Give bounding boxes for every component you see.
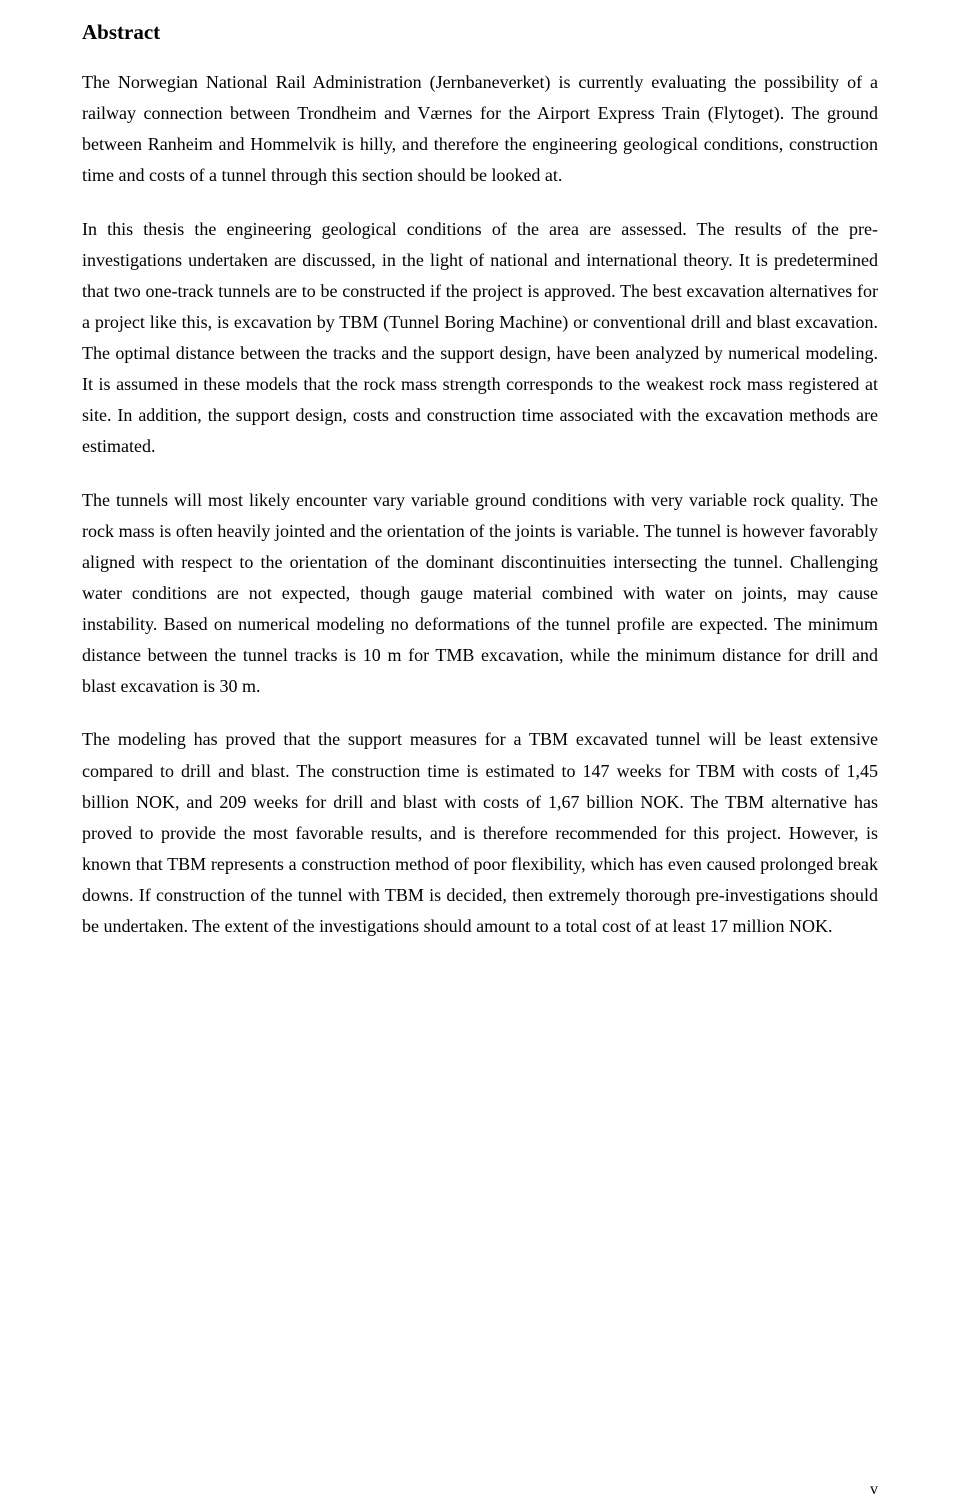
abstract-paragraph-2: In this thesis the engineering geologica… bbox=[82, 214, 878, 463]
abstract-paragraph-3: The tunnels will most likely encounter v… bbox=[82, 485, 878, 703]
document-page: Abstract The Norwegian National Rail Adm… bbox=[0, 0, 960, 1509]
abstract-heading: Abstract bbox=[82, 20, 878, 45]
page-number: v bbox=[870, 1481, 878, 1499]
abstract-paragraph-1: The Norwegian National Rail Administrati… bbox=[82, 67, 878, 192]
abstract-paragraph-4: The modeling has proved that the support… bbox=[82, 724, 878, 942]
